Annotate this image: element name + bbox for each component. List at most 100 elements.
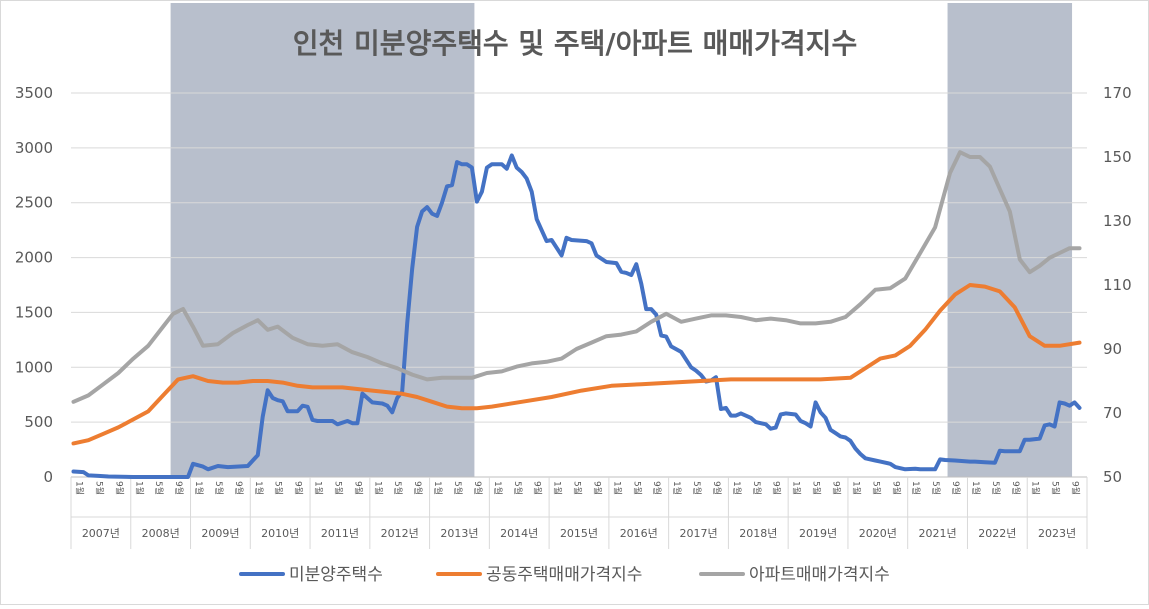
month-tick-label: 1월	[432, 481, 444, 495]
month-tick-label: 9월	[771, 481, 783, 495]
year-label: 2023년	[1038, 527, 1076, 540]
month-tick-label: 5월	[93, 481, 105, 495]
month-tick-label: 1월	[850, 481, 862, 495]
month-tick-label: 9월	[591, 481, 603, 495]
right-tick-label: 130	[1103, 212, 1132, 230]
month-tick-label: 1월	[970, 481, 982, 495]
month-tick-label: 5월	[512, 481, 524, 495]
month-tick-label: 9월	[950, 481, 962, 495]
recession-shading-layer	[170, 3, 1073, 477]
year-label: 2018년	[739, 527, 777, 540]
month-tick-label: 1월	[611, 481, 623, 495]
year-label: 2010년	[261, 527, 299, 540]
month-tick-label: 9월	[711, 481, 723, 495]
x-axis: 1월 5월 9월 2007년 1월 5월 9월 2008년 1월 5월 9월 2009년 1월 5월 9월 2…	[70, 476, 1088, 549]
right-tick-label: 150	[1103, 148, 1132, 166]
month-tick-label: 5월	[153, 481, 165, 495]
right-y-axis: 50 70 90 110 130 150 170	[1103, 84, 1132, 486]
month-tick-label: 9월	[412, 481, 424, 495]
year-label: 2020년	[859, 527, 897, 540]
month-tick-label: 9월	[1010, 481, 1022, 495]
year-label: 2017년	[679, 527, 717, 540]
month-tick-label: 5월	[631, 481, 643, 495]
month-tick-label: 9월	[233, 481, 245, 495]
month-tick-label: 1월	[1030, 481, 1042, 495]
month-tick-label: 1월	[73, 481, 85, 495]
month-tick-label: 9월	[352, 481, 364, 495]
year-label: 2022년	[978, 527, 1016, 540]
month-tick-label: 1월	[671, 481, 683, 495]
month-tick-label: 5월	[811, 481, 823, 495]
legend: 미분양주택수 공동주택매매가격지수 아파트매매가격지수	[239, 565, 890, 585]
month-tick-label: 9월	[173, 481, 185, 495]
month-tick-label: 5월	[273, 481, 285, 495]
left-tick-label: 0	[43, 468, 53, 486]
year-label: 2019년	[799, 527, 837, 540]
year-label: 2021년	[919, 527, 957, 540]
year-label: 2015년	[560, 527, 598, 540]
month-tick-label: 9월	[1070, 481, 1082, 495]
left-y-axis: 0 500 1000 1500 2000 2500 3000 3500	[15, 84, 53, 486]
month-tick-label: 5월	[870, 481, 882, 495]
month-tick-label: 1월	[372, 481, 384, 495]
series-line-1	[71, 153, 1082, 479]
month-tick-label: 1월	[253, 481, 265, 495]
month-tick-label: 5월	[751, 481, 763, 495]
month-tick-label: 5월	[392, 481, 404, 495]
month-tick-label: 1월	[133, 481, 145, 495]
year-label: 2009년	[201, 527, 239, 540]
month-tick-label: 1월	[492, 481, 504, 495]
left-tick-label: 1000	[15, 358, 53, 376]
year-label: 2008년	[142, 527, 180, 540]
right-tick-label: 70	[1103, 404, 1122, 422]
year-label: 2007년	[82, 527, 120, 540]
chart-title: 인천 미분양주택수 및 주택/아파트 매매가격지수	[293, 27, 857, 60]
series-line-2	[71, 283, 1082, 446]
year-label: 2011년	[321, 527, 359, 540]
gridlines	[71, 92, 1087, 478]
month-tick-label: 9월	[293, 481, 305, 495]
shaded-period-2	[947, 3, 1073, 477]
year-label: 2016년	[620, 527, 658, 540]
month-tick-label: 1월	[910, 481, 922, 495]
month-tick-label: 9월	[651, 481, 663, 495]
year-label: 2012년	[381, 527, 419, 540]
series-layer	[71, 150, 1082, 479]
year-label: 2013년	[440, 527, 478, 540]
month-tick-label: 5월	[213, 481, 225, 495]
left-tick-label: 3500	[15, 84, 53, 102]
series-line-3	[71, 150, 1082, 404]
right-tick-label: 170	[1103, 84, 1132, 102]
left-tick-label: 500	[24, 413, 53, 431]
month-tick-label: 5월	[990, 481, 1002, 495]
month-tick-label: 5월	[332, 481, 344, 495]
year-label: 2014년	[500, 527, 538, 540]
month-tick-label: 1월	[552, 481, 564, 495]
month-tick-label: 1월	[193, 481, 205, 495]
legend-label-2: 공동주택매매가격지수	[486, 565, 642, 585]
month-tick-label: 9월	[472, 481, 484, 495]
month-tick-label: 5월	[930, 481, 942, 495]
month-tick-label: 9월	[532, 481, 544, 495]
month-tick-label: 5월	[1050, 481, 1062, 495]
right-tick-label: 110	[1103, 276, 1132, 294]
shaded-period-1	[170, 3, 475, 477]
month-tick-label: 1월	[313, 481, 325, 495]
month-tick-label: 9월	[890, 481, 902, 495]
left-tick-label: 2500	[15, 194, 53, 212]
month-tick-label: 1월	[731, 481, 743, 495]
right-tick-label: 50	[1103, 468, 1122, 486]
month-tick-label: 1월	[791, 481, 803, 495]
month-tick-label: 9월	[831, 481, 843, 495]
month-tick-label: 5월	[452, 481, 464, 495]
month-tick-label: 5월	[691, 481, 703, 495]
legend-label-1: 미분양주택수	[289, 565, 383, 585]
month-tick-label: 9월	[113, 481, 125, 495]
legend-label-3: 아파트매매가격지수	[749, 565, 890, 585]
left-tick-label: 2000	[15, 249, 53, 267]
left-tick-label: 1500	[15, 303, 53, 321]
left-tick-label: 3000	[15, 139, 53, 157]
month-tick-label: 5월	[572, 481, 584, 495]
